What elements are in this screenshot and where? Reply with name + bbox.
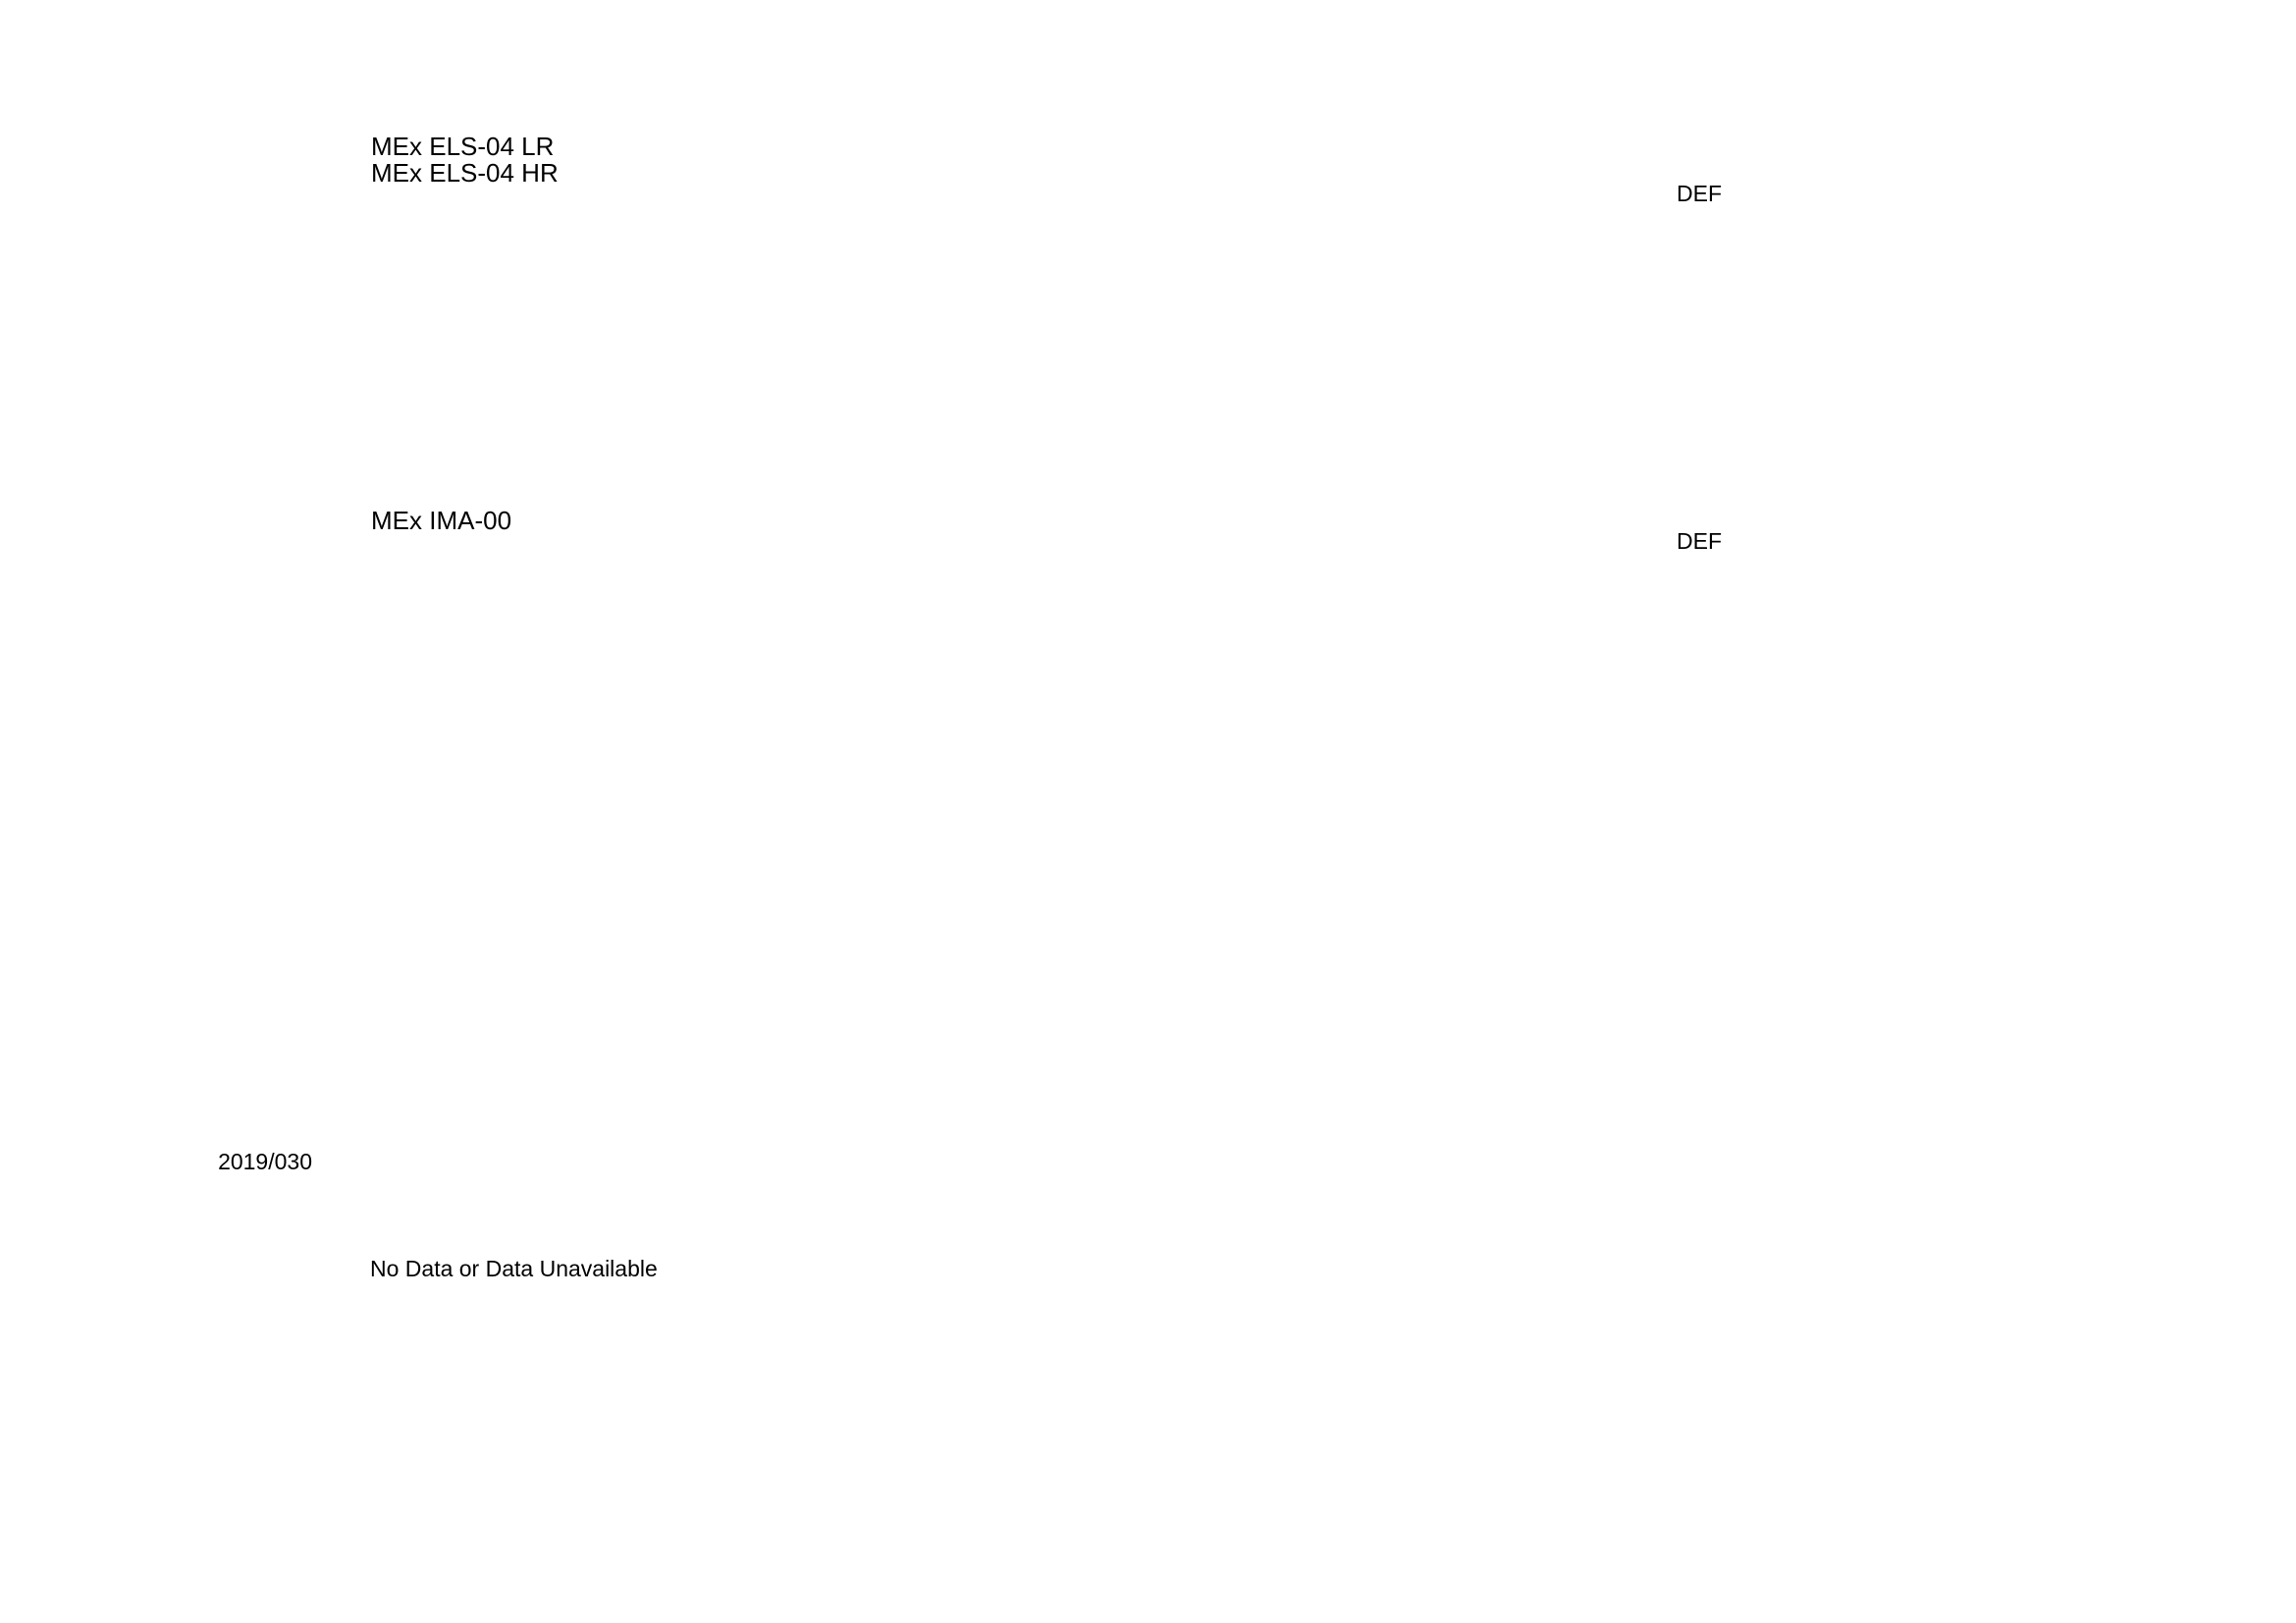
els-spectrogram-canvas [365,189,1468,488]
colorbar-ima-canvas [1661,555,1737,800]
f107-nodata-text: No Data or Data Unavailable [370,1256,658,1281]
date-label: 2019/030 [218,1149,312,1174]
ima-spectrogram-canvas [365,535,1468,826]
ima-title: MEx IMA-00 [371,506,512,535]
els-title-hr: MEx ELS-04 HR [371,158,559,188]
colorbar-els-canvas [1661,209,1737,458]
ephemeris-line-canvas [365,859,1468,1139]
colorbar1-title: DEF [1677,181,1722,206]
colorbar2-title: DEF [1677,528,1722,554]
els-title-lr: MEx ELS-04 LR [371,132,555,161]
